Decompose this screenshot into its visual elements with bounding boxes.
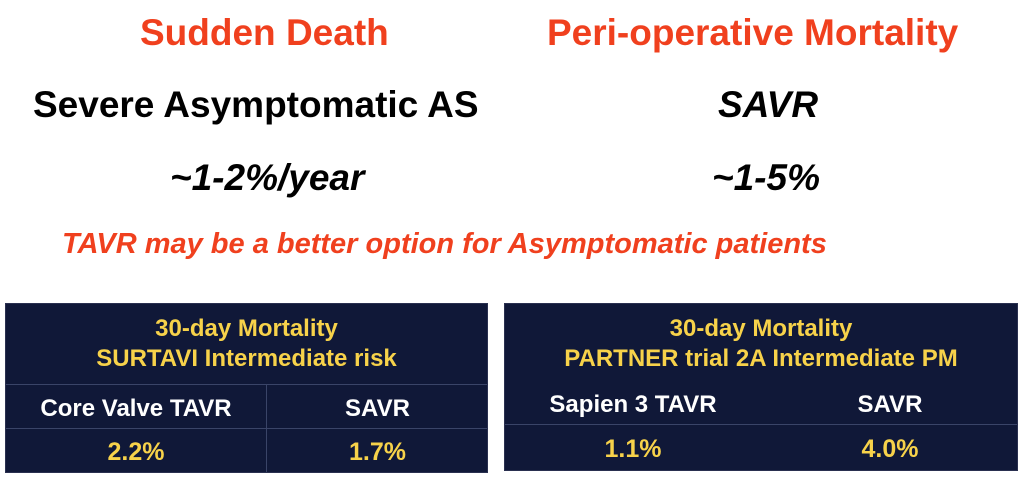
surtavi-title-line2: SURTAVI Intermediate risk xyxy=(96,345,397,372)
partner-col-savr: SAVR xyxy=(857,391,923,418)
partner-title-line2: PARTNER trial 2A Intermediate PM xyxy=(564,345,958,372)
tagline: TAVR may be a better option for Asymptom… xyxy=(62,228,827,260)
partner-title-line1: 30-day Mortality xyxy=(669,315,853,342)
partner-table-title: 30-day Mortality PARTNER trial 2A Interm… xyxy=(505,304,1017,374)
surtavi-val-tavr: 2.2% xyxy=(107,438,165,466)
surtavi-table-title: 30-day Mortality SURTAVI Intermediate ri… xyxy=(6,304,487,374)
partner-col-tavr: Sapien 3 TAVR xyxy=(549,391,717,418)
surtavi-table: 30-day Mortality SURTAVI Intermediate ri… xyxy=(5,303,488,473)
surtavi-title-line1: 30-day Mortality xyxy=(155,315,338,342)
partner-table: 30-day Mortality PARTNER trial 2A Interm… xyxy=(504,303,1018,471)
left-rate: ~1-2%/year xyxy=(170,157,365,198)
surtavi-col-tavr: Core Valve TAVR xyxy=(40,395,232,422)
right-rate: ~1-5% xyxy=(712,157,820,198)
partner-val-tavr: 1.1% xyxy=(604,435,662,463)
surtavi-val-savr: 1.7% xyxy=(349,438,406,466)
surtavi-col-savr: SAVR xyxy=(345,395,410,422)
sudden-death-heading: Sudden Death xyxy=(140,12,389,53)
partner-val-savr: 4.0% xyxy=(861,435,919,463)
perioperative-mortality-heading: Peri-operative Mortality xyxy=(547,12,959,53)
left-subject: Severe Asymptomatic AS xyxy=(33,84,479,125)
right-subject: SAVR xyxy=(718,84,819,125)
